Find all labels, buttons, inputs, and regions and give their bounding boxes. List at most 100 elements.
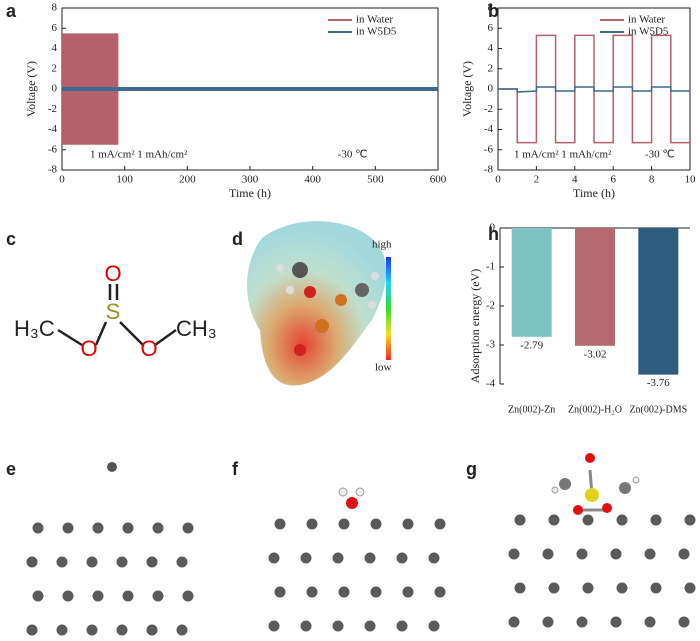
- atom: O: [80, 336, 97, 361]
- zn-atom: [62, 522, 74, 534]
- zn-atom: [300, 620, 312, 632]
- water-molecule: [338, 487, 365, 509]
- y-tick-label: -2: [48, 103, 57, 115]
- zn-atom: [146, 624, 158, 636]
- zn-atom: [678, 548, 690, 560]
- x-tick-label: 2: [534, 174, 540, 186]
- x-tick-label: 200: [179, 174, 196, 186]
- y-tick-label: -8: [484, 164, 494, 176]
- y-axis-label: Adsorption energy (eV): [468, 269, 482, 383]
- zn-atom: [268, 620, 280, 632]
- x-tick-label: 0: [59, 174, 65, 186]
- x-axis-label: Time (h): [573, 186, 615, 200]
- y-axis-label: Voltage (V): [24, 61, 38, 117]
- zn-atom: [508, 548, 520, 560]
- legend-label: in Water: [356, 14, 393, 26]
- y-tick-label: -4: [484, 123, 494, 135]
- x-tick-label: 100: [116, 174, 133, 186]
- zn-atom: [332, 552, 344, 564]
- zn-atom: [684, 514, 696, 526]
- zn-atom: [684, 582, 696, 594]
- y-tick-label: 6: [52, 22, 58, 34]
- zn-atom: [678, 616, 690, 628]
- y-tick-label: 8: [488, 2, 494, 14]
- y-tick-label: 8: [52, 2, 58, 14]
- zn-atom: [92, 522, 104, 534]
- zn-atom: [26, 556, 38, 568]
- zn-atom: [116, 624, 128, 636]
- zn-atom: [508, 616, 520, 628]
- zn-atom: [122, 522, 134, 534]
- panel-label: f: [232, 459, 239, 479]
- zn-atom: [402, 518, 414, 530]
- zn-atom: [86, 624, 98, 636]
- atom: S: [106, 299, 121, 324]
- atom: H₃C: [14, 316, 55, 341]
- zn-atom: [176, 624, 188, 636]
- x-tick-label: 400: [304, 174, 321, 186]
- scale-label: high: [372, 239, 392, 251]
- y-tick-label: -6: [484, 143, 494, 155]
- y-tick-label: 4: [52, 42, 58, 54]
- zn-atom: [176, 556, 188, 568]
- zn-atom: [306, 586, 318, 598]
- zn-atom: [182, 590, 194, 602]
- zn-atom: [364, 552, 376, 564]
- zn-atom: [56, 556, 68, 568]
- zn-atom: [32, 590, 44, 602]
- zn-atom: [92, 590, 104, 602]
- zn-atom: [364, 620, 376, 632]
- zn-atom: [370, 586, 382, 598]
- bar: [638, 228, 679, 375]
- x-tick-label: Zn(002)-H₂O: [568, 404, 622, 415]
- zn-atom: [402, 586, 414, 598]
- zn-atom: [62, 590, 74, 602]
- x-tick-label: 8: [649, 174, 655, 186]
- y-tick-label: -2: [484, 103, 493, 115]
- bar: [511, 228, 552, 337]
- zn-atom: [576, 616, 588, 628]
- zn-atom: [650, 514, 662, 526]
- legend-label: in W5D5: [356, 26, 397, 38]
- panel-label: h: [488, 224, 499, 244]
- series-line: [498, 86, 690, 93]
- y-tick-label: -4: [48, 123, 58, 135]
- zn-atom: [306, 518, 318, 530]
- atom: O: [104, 261, 121, 286]
- y-tick-label: -2: [486, 300, 495, 312]
- zn-atom: [644, 616, 656, 628]
- molecule-c: [57, 284, 177, 347]
- zn-atom: [274, 518, 286, 530]
- y-tick-label: 0: [488, 83, 494, 95]
- zn-adatom: [107, 462, 117, 472]
- y-tick-label: -8: [48, 164, 58, 176]
- esp-atoms: [276, 262, 379, 356]
- value-label: -3.02: [584, 348, 607, 360]
- value-label: -3.76: [647, 377, 670, 389]
- zn-atom: [396, 620, 408, 632]
- zn-atom: [152, 522, 164, 534]
- y-tick-label: -6: [48, 143, 58, 155]
- zn-atom: [650, 582, 662, 594]
- zn-atom: [300, 552, 312, 564]
- zn-atom: [370, 518, 382, 530]
- panel-label: c: [6, 229, 16, 249]
- zn-atom: [610, 548, 622, 560]
- zn-atom: [332, 620, 344, 632]
- y-tick-label: 0: [490, 222, 496, 234]
- zn-atom: [434, 518, 446, 530]
- annotation: -30 ℃: [338, 149, 368, 161]
- x-tick-label: 0: [495, 174, 501, 186]
- zn-atom: [616, 514, 628, 526]
- zn-atom: [434, 586, 446, 598]
- zn-atom: [548, 514, 560, 526]
- zn-atom: [152, 590, 164, 602]
- panel-label: e: [6, 459, 16, 479]
- y-tick-label: 4: [488, 42, 494, 54]
- zn-atom: [182, 522, 194, 534]
- atom: O: [140, 336, 157, 361]
- zn-atom: [514, 582, 526, 594]
- y-tick-label: 6: [488, 22, 494, 34]
- annotation: 1 mA/cm² 1 mAh/cm²: [514, 149, 612, 161]
- zn-atom: [548, 582, 560, 594]
